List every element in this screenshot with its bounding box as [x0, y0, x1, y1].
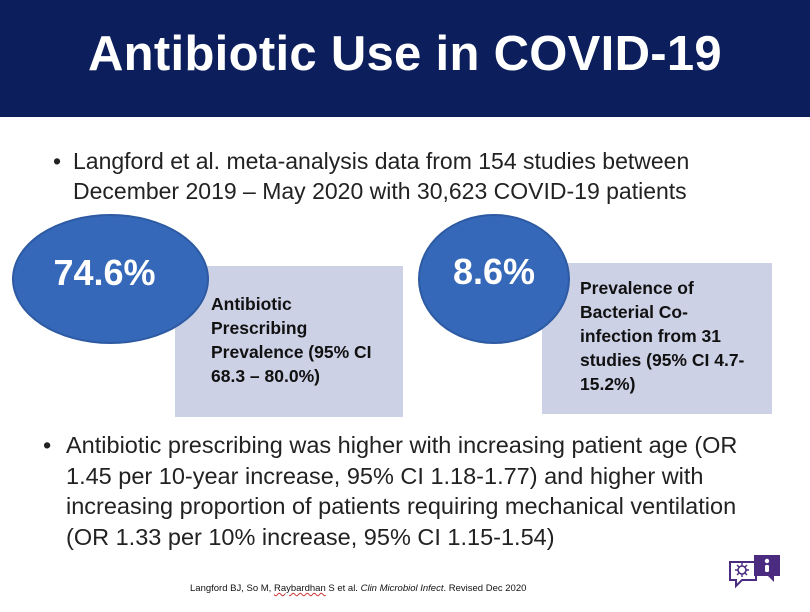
- citation-authors-rest: S et al.: [325, 583, 361, 594]
- antibiotic-prevalence-box: [175, 266, 403, 417]
- citation-authors: Langford BJ, So M,: [190, 583, 274, 594]
- coinfection-prevalence-box: [542, 263, 772, 414]
- citation-journal: Clin Microbiol Infect: [360, 583, 444, 594]
- speech-bubble-microbe-icon: [727, 553, 785, 591]
- coinfection-prevalence-value: 8.6%: [452, 251, 536, 292]
- coinfection-prevalence-circle: 8.6%: [418, 214, 570, 344]
- bullet-text: Langford et al. meta-analysis data from …: [73, 148, 690, 204]
- antibiotic-prevalence-title: Antibiotic Prescribing Prevalence: [211, 294, 308, 362]
- citation-author-spellcheck: Raybardhan: [273, 583, 326, 594]
- title-banner: Antibiotic Use in COVID-19: [0, 0, 810, 117]
- citation-revised: . Revised Dec 2020: [443, 583, 527, 594]
- page-title: Antibiotic Use in COVID-19: [88, 27, 722, 81]
- citation-footer: Langford BJ, So M, Raybardhan S et al. C…: [190, 583, 526, 594]
- antibiotic-prevalence-ci: (95% CI 68.3 – 80.0%): [211, 342, 372, 386]
- coinfection-prevalence-ci: (95% CI 4.7-15.2%): [580, 350, 745, 394]
- logo-svg: [729, 555, 780, 589]
- coinfection-prevalence-label: Prevalence of Bacterial Co-infection fro…: [580, 276, 755, 396]
- antibiotic-prevalence-circle: 74.6%: [12, 214, 209, 344]
- coinfection-prevalence-title: Prevalence of Bacterial Co-infection fro…: [580, 278, 721, 370]
- bullet-dot: •: [43, 432, 52, 458]
- antibiotic-prevalence-value: 74.6%: [53, 252, 156, 293]
- bullet-dot: •: [53, 148, 62, 174]
- bullet-text: Antibiotic prescribing was higher with i…: [66, 432, 738, 550]
- antibiotic-prevalence-label: Antibiotic Prescribing Prevalence (95% C…: [211, 292, 391, 388]
